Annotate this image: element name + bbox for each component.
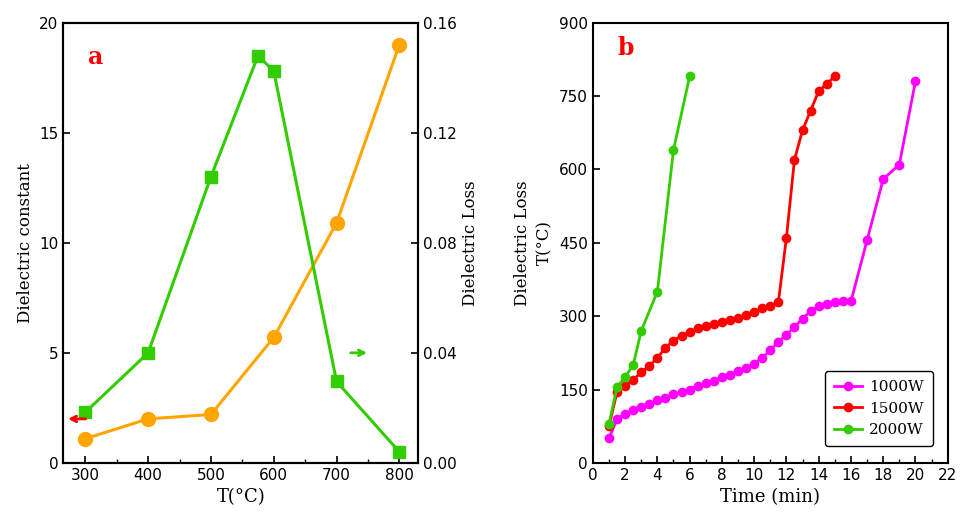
2000W — [619, 374, 631, 380]
2000W — [612, 384, 623, 390]
1500W — [684, 328, 695, 335]
1500W — [772, 299, 784, 305]
Line: 2000W: 2000W — [605, 72, 693, 428]
Text: a: a — [89, 44, 103, 69]
Legend: 1000W, 1500W, 2000W: 1000W, 1500W, 2000W — [825, 371, 933, 447]
1500W — [732, 315, 744, 321]
2000W — [684, 73, 695, 79]
1000W — [635, 404, 647, 410]
1500W — [724, 317, 735, 323]
Y-axis label: Dielectric Loss
T(°C): Dielectric Loss T(°C) — [514, 180, 553, 305]
1500W — [659, 345, 671, 351]
1500W — [627, 377, 639, 383]
1000W — [837, 298, 848, 304]
1500W — [652, 355, 663, 361]
1500W — [813, 88, 825, 94]
1000W — [780, 332, 792, 338]
1000W — [821, 301, 833, 307]
1500W — [740, 312, 752, 319]
1500W — [765, 303, 776, 310]
1000W — [627, 407, 639, 413]
1000W — [789, 324, 801, 330]
1500W — [780, 235, 792, 241]
1500W — [667, 337, 679, 344]
1000W — [757, 355, 768, 361]
1000W — [708, 378, 720, 384]
2000W — [627, 362, 639, 368]
Line: 1500W: 1500W — [605, 72, 839, 430]
2000W — [652, 289, 663, 295]
1500W — [603, 423, 615, 429]
1500W — [821, 81, 833, 87]
1000W — [797, 315, 808, 322]
1000W — [619, 411, 631, 417]
1000W — [659, 395, 671, 401]
1500W — [789, 156, 801, 163]
1500W — [676, 333, 688, 339]
1500W — [829, 73, 841, 79]
Y-axis label: Dielectric Loss: Dielectric Loss — [463, 180, 479, 305]
2000W — [635, 328, 647, 334]
1000W — [724, 372, 735, 378]
2000W — [603, 420, 615, 427]
1000W — [813, 303, 825, 310]
1000W — [893, 162, 905, 168]
1000W — [612, 416, 623, 422]
X-axis label: T(°C): T(°C) — [216, 488, 265, 506]
1000W — [829, 299, 841, 305]
1000W — [676, 389, 688, 395]
1000W — [748, 360, 760, 367]
1500W — [635, 369, 647, 376]
1500W — [619, 382, 631, 389]
1500W — [612, 389, 623, 395]
1500W — [708, 321, 720, 327]
1500W — [644, 363, 656, 369]
1500W — [748, 309, 760, 315]
1500W — [757, 305, 768, 312]
1000W — [700, 380, 712, 386]
Y-axis label: Dielectric constant: Dielectric constant — [17, 163, 34, 323]
1500W — [692, 325, 703, 332]
1000W — [910, 78, 921, 85]
Text: b: b — [618, 36, 634, 60]
1000W — [861, 237, 873, 244]
2000W — [667, 147, 679, 153]
1000W — [667, 391, 679, 397]
1000W — [716, 374, 728, 380]
Line: 1000W: 1000W — [605, 77, 919, 442]
1000W — [652, 397, 663, 403]
1000W — [684, 386, 695, 393]
1000W — [772, 338, 784, 345]
1000W — [644, 401, 656, 407]
1000W — [765, 347, 776, 354]
1000W — [845, 298, 857, 304]
1000W — [603, 435, 615, 441]
1000W — [692, 382, 703, 389]
1000W — [740, 365, 752, 371]
1500W — [716, 319, 728, 325]
1000W — [805, 308, 816, 314]
1000W — [732, 368, 744, 374]
1500W — [797, 127, 808, 133]
1500W — [700, 323, 712, 329]
1500W — [805, 108, 816, 114]
X-axis label: Time (min): Time (min) — [720, 488, 820, 506]
1000W — [878, 176, 889, 183]
